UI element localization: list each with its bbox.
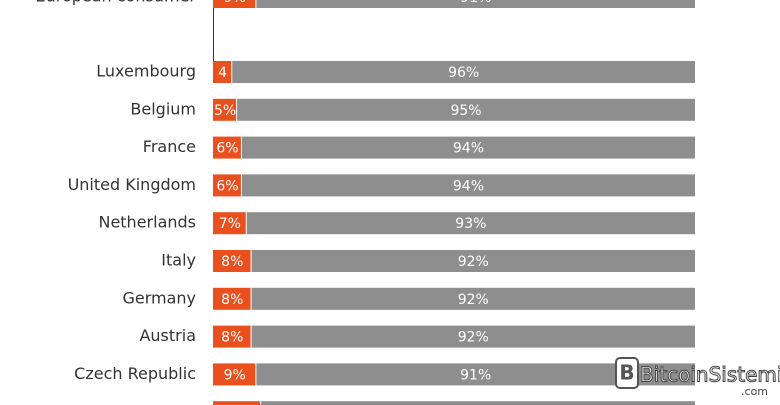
category-label: Austria (139, 326, 196, 345)
bar-segment (213, 363, 256, 386)
value-label: 92% (458, 330, 489, 346)
bar-segment (241, 136, 696, 159)
category-label: United Kingdom (68, 175, 196, 194)
bar-segment (213, 98, 237, 121)
value-label: 96% (448, 65, 479, 81)
value-label: 6% (216, 141, 238, 157)
bar-segment (213, 174, 241, 197)
value-label: 92% (458, 254, 489, 270)
bar-segment (213, 212, 246, 235)
bar-segment (251, 325, 695, 348)
value-label: 91% (460, 367, 491, 383)
value-label: 93% (455, 216, 486, 232)
category-label: Germany (122, 288, 196, 307)
watermark-icon-glyph: B (619, 361, 634, 385)
bar-segment (213, 325, 251, 348)
value-label: 8% (221, 254, 243, 270)
watermark-text: BitcoinSistemi (640, 363, 780, 387)
bar-segment (261, 401, 695, 405)
bar-segment (241, 174, 696, 197)
value-label: 4 (218, 65, 227, 81)
watermark-domain: .com (741, 385, 768, 398)
value-label: 95% (450, 103, 481, 119)
bar-segment (213, 136, 241, 159)
category-label: European consumer (35, 0, 196, 6)
value-label: 8% (221, 292, 243, 308)
value-label: 91% (460, 0, 491, 6)
value-label: 5% (214, 103, 236, 119)
bar-segment (213, 0, 256, 8)
value-label: 9% (224, 0, 246, 6)
value-label: 8% (221, 330, 243, 346)
value-label: 7% (219, 216, 241, 232)
bar-segment (232, 61, 695, 83)
category-label: Netherlands (98, 213, 196, 232)
value-label: 92% (458, 292, 489, 308)
value-label: 94% (453, 178, 484, 194)
bar-segment (213, 287, 251, 310)
category-label: Italy (161, 251, 196, 270)
value-label: 94% (453, 141, 484, 157)
bar-segment (256, 0, 695, 8)
watermark: B BitcoinSistemi .com (615, 357, 780, 398)
category-label: Czech Republic (74, 364, 196, 383)
bar-segment (251, 287, 695, 310)
value-label: 6% (216, 178, 238, 194)
bar-segment (213, 401, 261, 405)
bar-segment (246, 212, 696, 235)
category-label: Luxembourg (96, 62, 196, 81)
bar-segment (213, 61, 232, 83)
category-label: Belgium (130, 99, 196, 118)
bar-segment (251, 250, 695, 272)
watermark-icon (615, 357, 639, 389)
bar-segment (256, 363, 695, 386)
bar-segment (213, 250, 251, 272)
category-label: France (143, 137, 196, 156)
value-label: 9% (224, 367, 246, 383)
bar-segment (237, 98, 695, 121)
